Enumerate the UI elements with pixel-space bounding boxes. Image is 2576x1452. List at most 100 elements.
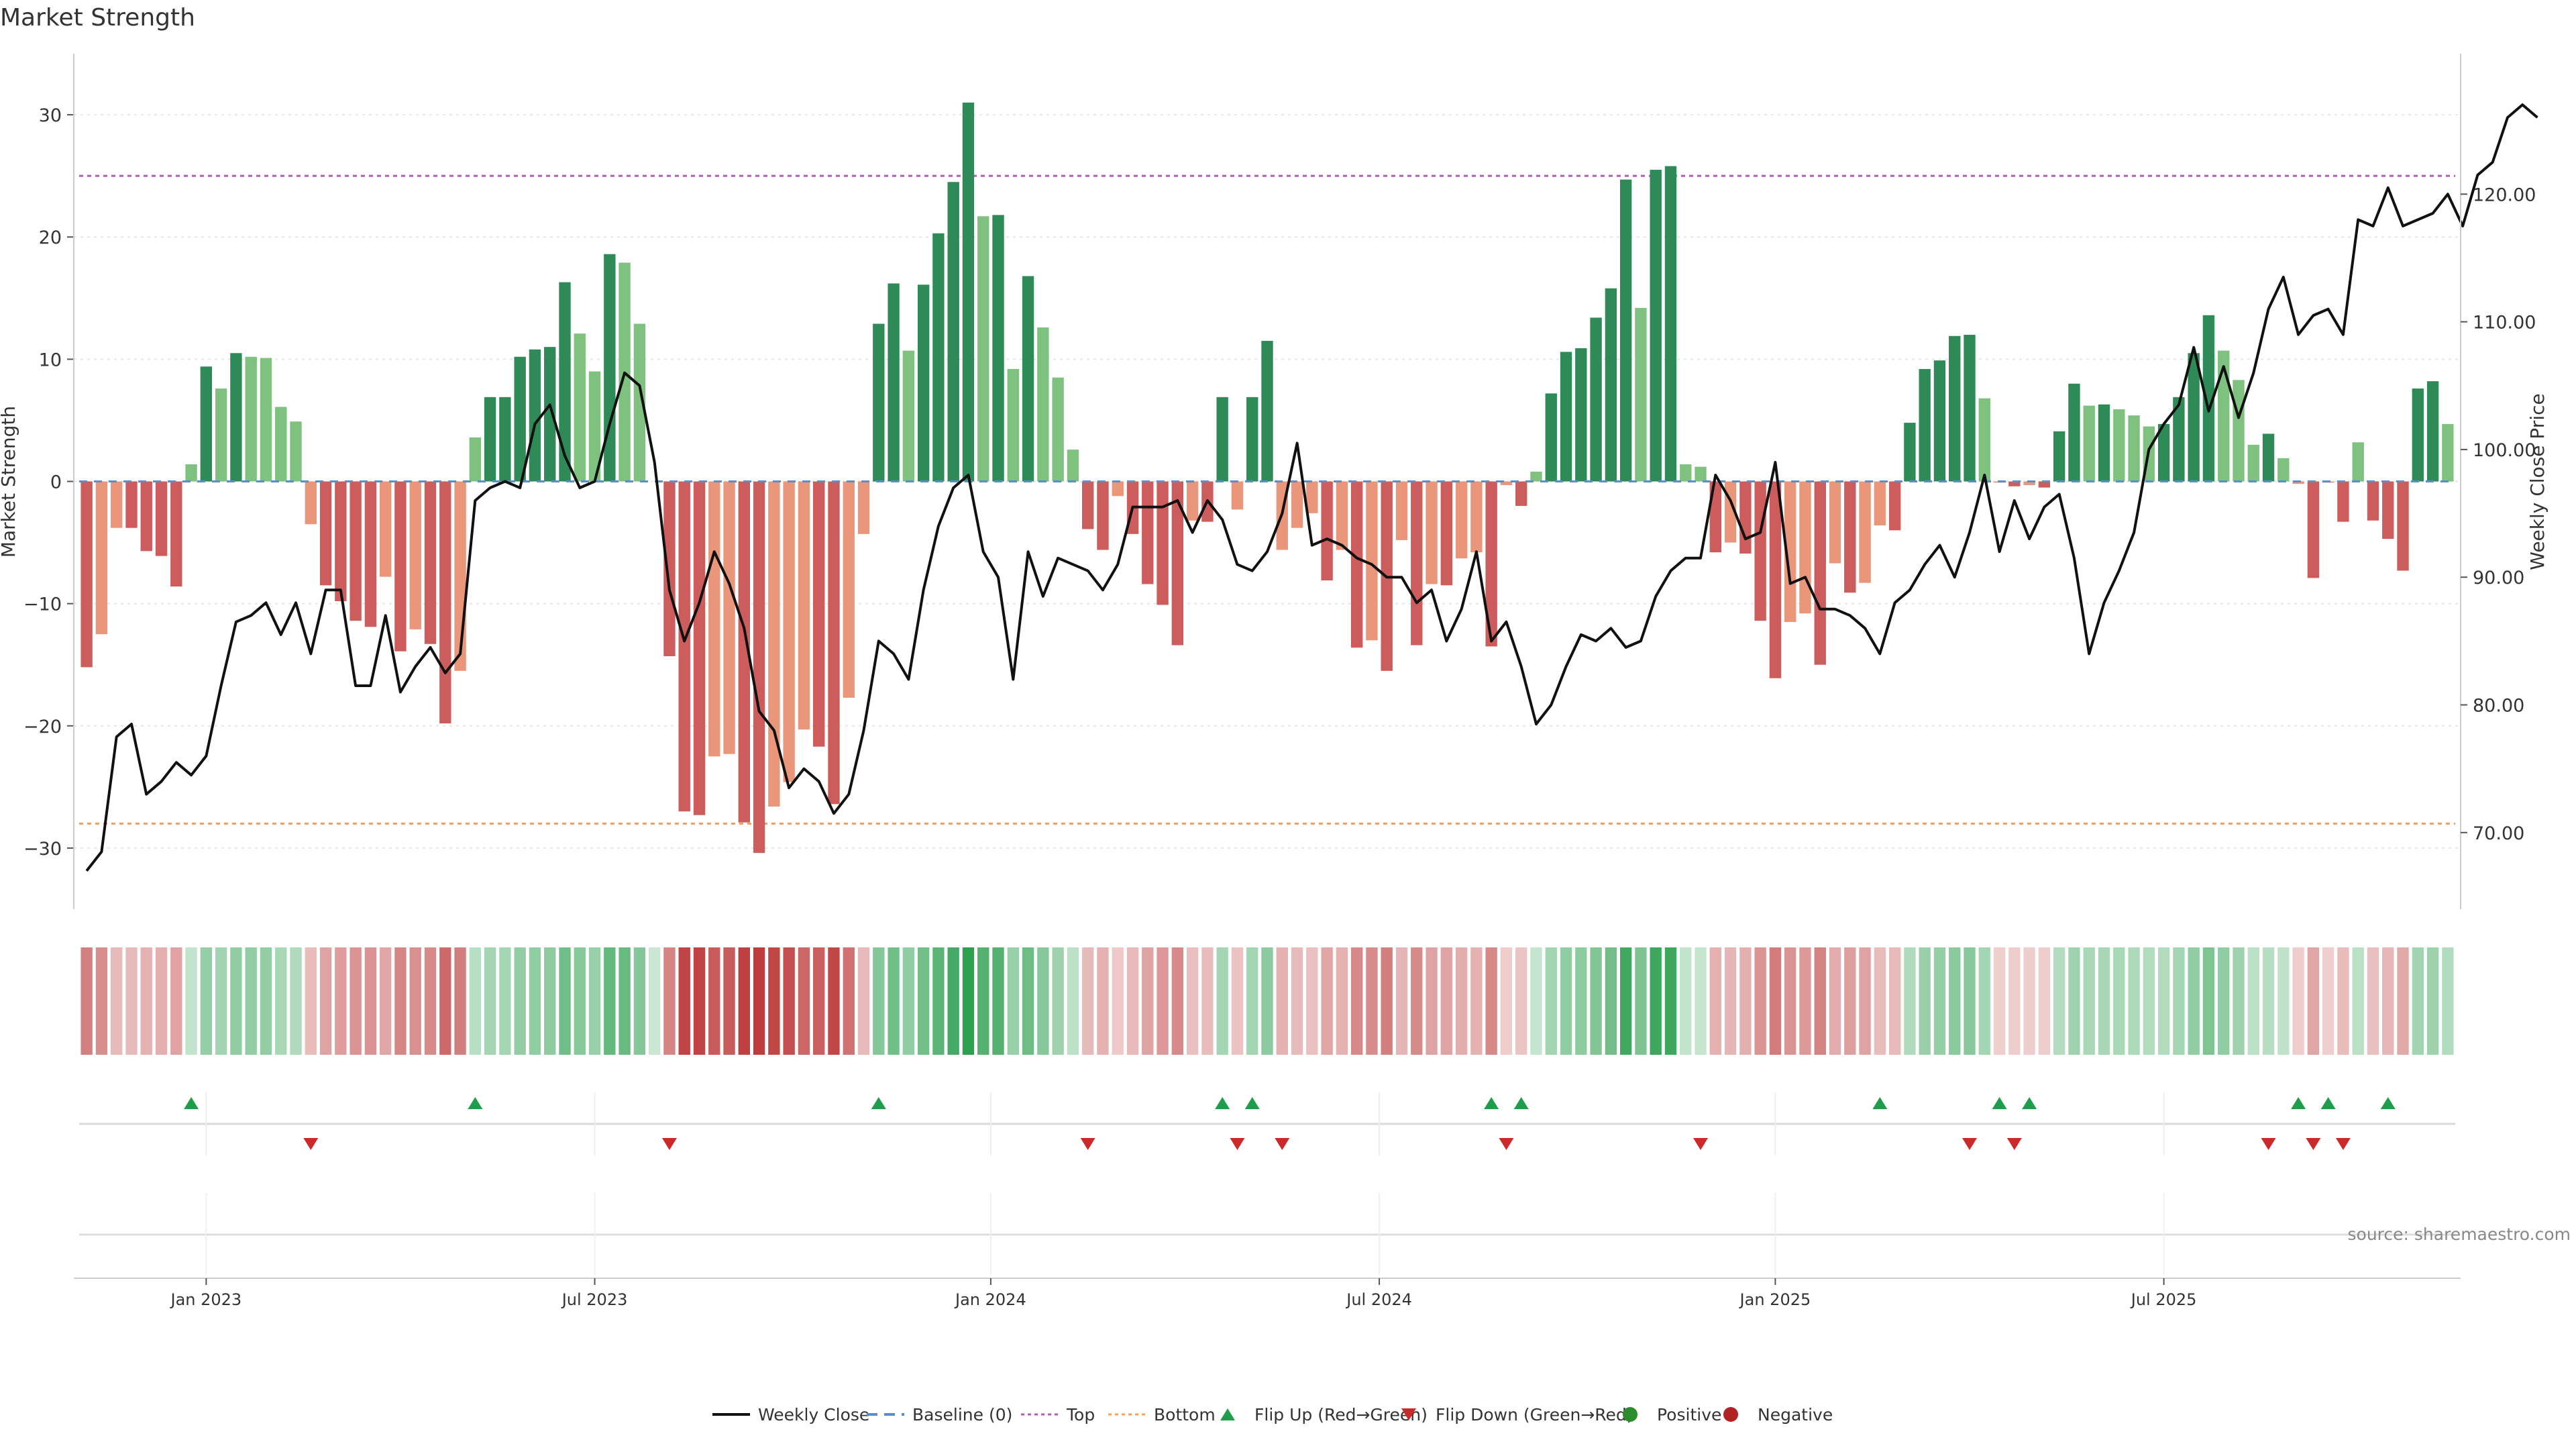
strength-bar: [1455, 481, 1468, 559]
strength-bar: [1530, 471, 1542, 482]
strength-bar: [1964, 334, 1976, 482]
flip-up-marker: [1484, 1097, 1499, 1109]
heat-cell: [574, 947, 586, 1055]
y-tick-label-left: −10: [23, 594, 62, 615]
heat-cell: [2322, 947, 2334, 1055]
heat-cell: [514, 947, 526, 1055]
flip-down-marker: [1080, 1138, 1095, 1150]
legend-label: Negative: [1758, 1405, 1833, 1424]
strength-bar: [424, 481, 437, 644]
x-tick-label: Jan 2024: [954, 1290, 1026, 1309]
strength-bar: [1799, 481, 1811, 614]
y-tick-label-right: 90.00: [2473, 568, 2524, 588]
heat-cell: [663, 947, 676, 1055]
heat-cell: [843, 947, 855, 1055]
strength-bar: [693, 481, 706, 815]
heat-cell: [125, 947, 138, 1055]
heat-cell: [215, 947, 227, 1055]
legend-item: Flip Up (Red→Green): [1220, 1405, 1428, 1424]
heat-cell: [1231, 947, 1244, 1055]
flip-down-marker: [1499, 1138, 1514, 1150]
flip-down-marker: [303, 1138, 319, 1150]
heat-cell: [1904, 947, 1916, 1055]
strength-bar: [1321, 481, 1333, 581]
strength-bar: [1575, 348, 1587, 482]
strength-bar: [1246, 397, 1258, 482]
strength-bar: [753, 481, 765, 853]
heat-cell: [1919, 947, 1931, 1055]
heat-cell: [1769, 947, 1782, 1055]
strength-bar: [2113, 409, 2125, 482]
heat-cell: [2157, 947, 2170, 1055]
legend-swatch-flip-down: [1401, 1408, 1416, 1420]
heat-cell: [678, 947, 690, 1055]
strength-bar: [305, 481, 317, 525]
heat-cell: [1022, 947, 1034, 1055]
strength-bar: [469, 437, 482, 482]
strength-bar: [2218, 350, 2230, 482]
heat-cell: [1081, 947, 1094, 1055]
strength-bar: [439, 481, 451, 724]
heat-cell: [484, 947, 496, 1055]
heat-cell: [544, 947, 556, 1055]
heat-cell: [1605, 947, 1617, 1055]
strength-bar: [992, 215, 1004, 482]
heat-cell: [1619, 947, 1632, 1055]
strength-bar: [1097, 481, 1109, 550]
heat-cell: [738, 947, 751, 1055]
strength-bar: [1231, 481, 1244, 510]
legend-label: Top: [1066, 1405, 1095, 1424]
y-tick-label-right: 120.00: [2473, 185, 2536, 205]
heat-cell: [932, 947, 945, 1055]
heat-cell: [1485, 947, 1497, 1055]
heat-cell: [753, 947, 765, 1055]
strength-bar: [230, 353, 242, 482]
strength-bar: [888, 283, 900, 482]
strength-bar: [1500, 481, 1513, 485]
heat-cell: [1709, 947, 1721, 1055]
heat-cell: [2173, 947, 2185, 1055]
y-tick-label-right: 70.00: [2473, 823, 2524, 844]
heat-cell: [529, 947, 541, 1055]
y-tick-label-left: 20: [39, 227, 62, 248]
flip-down-marker: [2335, 1138, 2351, 1150]
heat-cell: [350, 947, 362, 1055]
strength-bar: [2068, 383, 2080, 482]
strength-bar: [1904, 423, 1916, 482]
heat-cell: [1455, 947, 1468, 1055]
flip-down-marker: [2006, 1138, 2022, 1150]
x-tick-label: Jan 2025: [1739, 1290, 1811, 1309]
strength-bar: [1754, 481, 1766, 621]
strength-bar: [2442, 423, 2454, 482]
heat-cell: [2143, 947, 2155, 1055]
heat-cell: [1067, 947, 1079, 1055]
heat-cell: [559, 947, 571, 1055]
strength-bar: [514, 356, 526, 482]
strength-bar: [529, 349, 541, 482]
strength-bar: [2053, 431, 2065, 482]
flip-markers-panel: [79, 1092, 2455, 1155]
strength-bar: [977, 216, 989, 482]
heat-cell: [2277, 947, 2290, 1055]
heat-cell: [1500, 947, 1513, 1055]
heat-cell: [1859, 947, 1871, 1055]
strength-bar: [1157, 481, 1169, 605]
heat-cell: [1993, 947, 2006, 1055]
heat-cell: [1157, 947, 1169, 1055]
legend-label: Weekly Close: [758, 1405, 869, 1424]
heat-cell: [1470, 947, 1483, 1055]
x-tick-label: Jul 2023: [561, 1290, 628, 1309]
right-axis: 120.00 110.00 100.00 90.00 80.00 70.00: [2460, 54, 2536, 909]
heat-cell: [2367, 947, 2379, 1055]
heat-cell: [290, 947, 302, 1055]
heat-cell: [2262, 947, 2275, 1055]
strength-bar: [140, 481, 152, 552]
strength-bar: [1829, 481, 1841, 564]
strength-bar: [2382, 481, 2394, 539]
heat-cell: [2128, 947, 2140, 1055]
strength-bar: [1067, 450, 1079, 482]
flip-down-marker: [1275, 1138, 1290, 1150]
strength-bar: [319, 481, 332, 586]
strength-bar: [335, 481, 347, 601]
heat-cell: [394, 947, 407, 1055]
